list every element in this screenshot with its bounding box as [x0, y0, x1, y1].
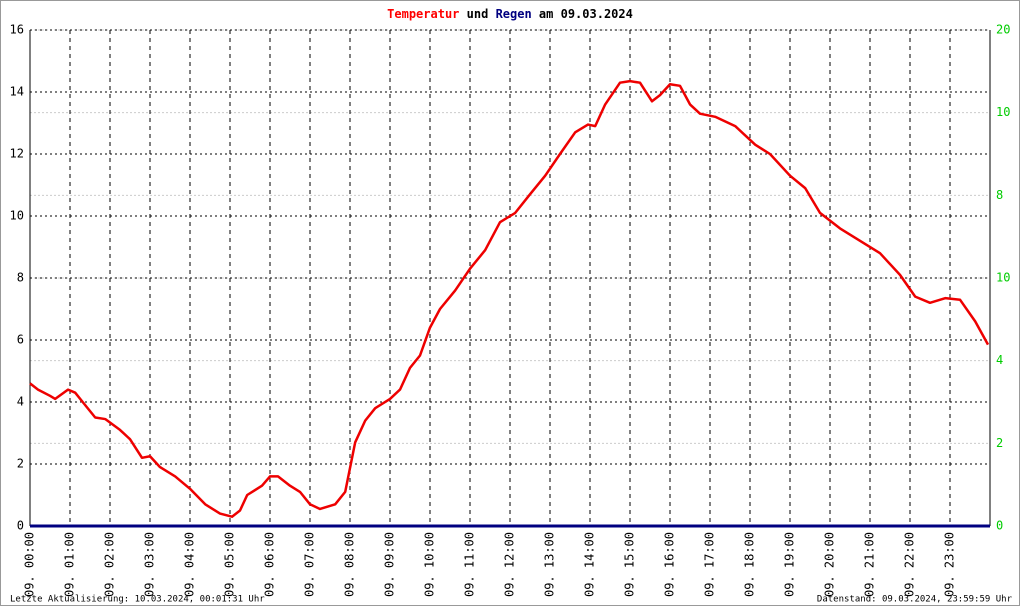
- title-part: Temperatur: [387, 7, 459, 21]
- y2-tick-label: 2: [996, 436, 1003, 450]
- series-line: [29, 79, 990, 518]
- title-part: Regen: [496, 7, 532, 21]
- y-tick-label: 2: [17, 457, 24, 471]
- x-tick-label: 09. 02:00: [103, 532, 117, 597]
- x-tick-label: 09. 11:00: [463, 532, 477, 597]
- footer-left: Letzte Aktualisierung: 10.03.2024, 00:01…: [10, 595, 265, 605]
- x-tick-label: 09. 09:00: [383, 532, 397, 597]
- x-tick-label: 09. 20:00: [823, 532, 837, 597]
- x-tick-label: 09. 06:00: [263, 532, 277, 597]
- x-tick-label: 09. 07:00: [303, 532, 317, 597]
- y-tick-label: 10: [10, 209, 24, 223]
- y-tick-label: 4: [17, 395, 24, 409]
- x-tick-label: 09. 10:00: [423, 532, 437, 597]
- y-tick-label: 14: [10, 85, 24, 99]
- y-tick-label: 8: [17, 271, 24, 285]
- x-tick-label: 09. 03:00: [143, 532, 157, 597]
- x-tick-label: 09. 21:00: [863, 532, 877, 597]
- x-tick-label: 09. 00:00: [23, 532, 37, 597]
- y2-tick-label: 10: [996, 271, 1010, 285]
- x-tick-label: 09. 18:00: [743, 532, 757, 597]
- title-part: am 09.03.2024: [539, 7, 633, 21]
- x-tick-label: 09. 22:00: [903, 532, 917, 597]
- x-tick-label: 09. 04:00: [183, 532, 197, 597]
- x-tick-label: 09. 12:00: [503, 532, 517, 597]
- y2-tick-label: 10: [996, 105, 1010, 119]
- title-part: und: [467, 7, 489, 21]
- y-tick-label: 16: [10, 23, 24, 37]
- x-tick-label: 09. 08:00: [343, 532, 357, 597]
- y2-tick-label: 8: [996, 188, 1003, 202]
- y2-tick-label: 20: [996, 23, 1010, 37]
- x-tick-label: 09. 14:00: [583, 532, 597, 597]
- y2-tick-label: 4: [996, 353, 1003, 367]
- x-tick-label: 09. 01:00: [63, 532, 77, 597]
- y-tick-label: 12: [10, 147, 24, 161]
- footer-right: Datenstand: 09.03.2024, 23:59:59 Uhr: [817, 595, 1013, 605]
- y-tick-label: 6: [17, 333, 24, 347]
- y-tick-label: 0: [17, 519, 24, 533]
- x-tick-label: 09. 05:00: [223, 532, 237, 597]
- x-tick-label: 09. 15:00: [623, 532, 637, 597]
- chart-title: Temperatur und Regen am 09.03.2024: [387, 7, 633, 21]
- x-tick-label: 09. 19:00: [783, 532, 797, 597]
- y2-tick-label: 0: [996, 519, 1003, 533]
- x-tick-label: 09. 16:00: [663, 532, 677, 597]
- x-tick-label: 09. 23:00: [943, 532, 957, 597]
- x-tick-label: 09. 17:00: [703, 532, 717, 597]
- x-tick-label: 09. 13:00: [543, 532, 557, 597]
